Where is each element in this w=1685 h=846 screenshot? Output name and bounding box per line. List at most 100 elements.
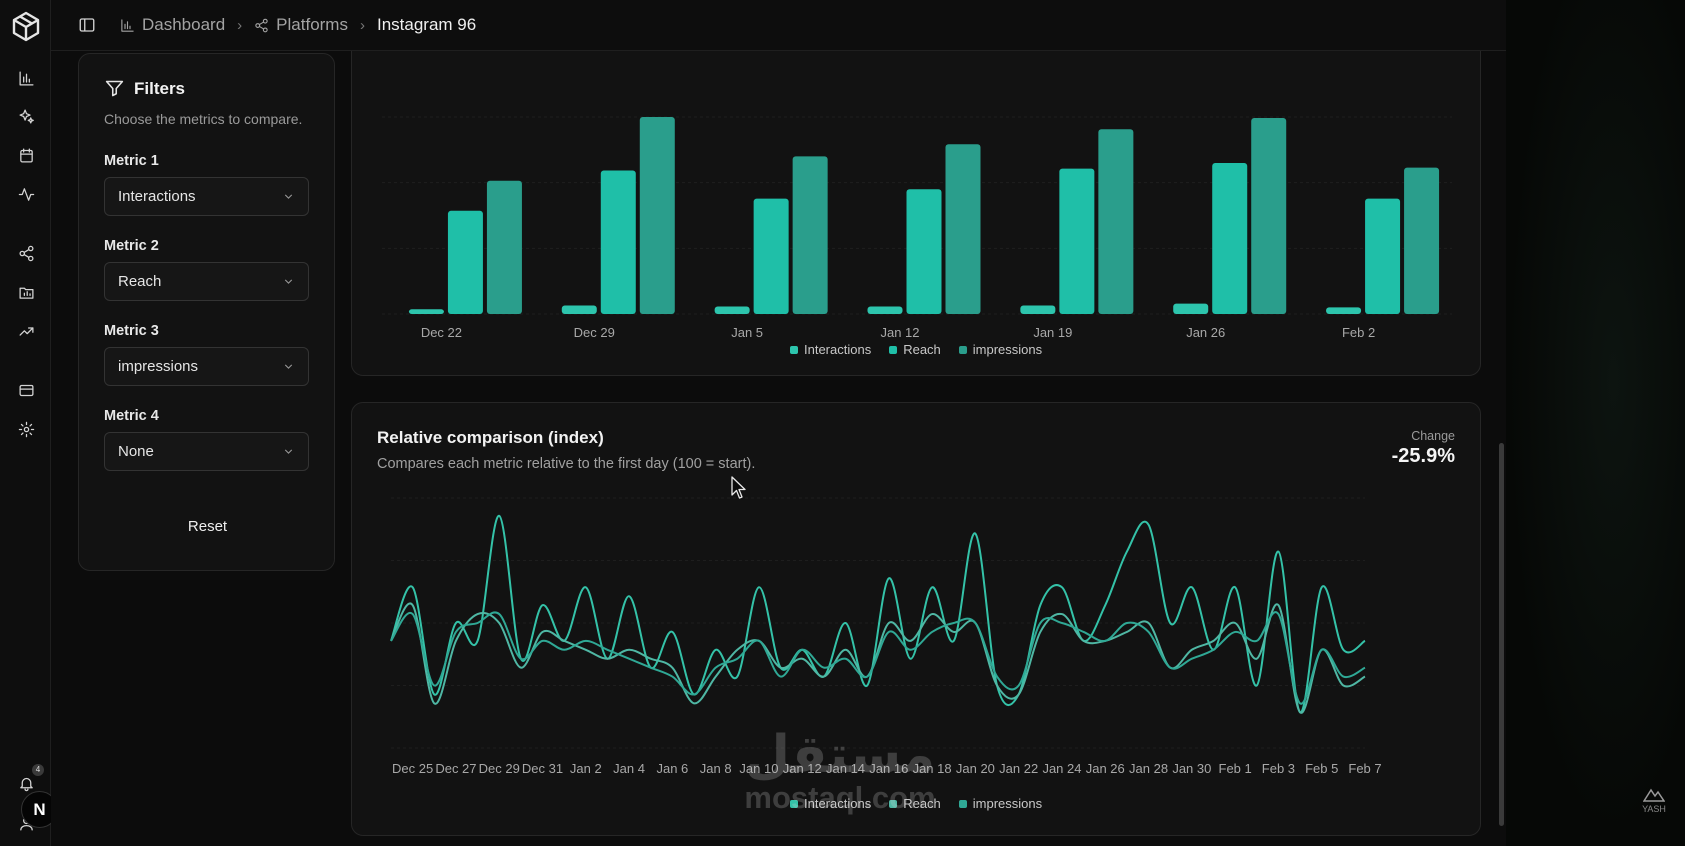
bar-reach-feb-2[interactable] bbox=[1365, 198, 1401, 314]
top-bar: Dashboard › Platforms › Instagram 96 bbox=[51, 0, 1506, 51]
x-tick-label: Jan 24 bbox=[1042, 761, 1081, 776]
folder-chart-icon[interactable] bbox=[16, 282, 36, 302]
x-tick-label: Jan 12 bbox=[880, 325, 919, 340]
bar-chart-card: Dec 22 Dec 29 Jan 5 Jan 12 Jan 19 Jan 26 Feb 2… bbox=[351, 51, 1481, 376]
change-value: -25.9% bbox=[1391, 445, 1455, 467]
x-tick-label: Jan 10 bbox=[739, 761, 778, 776]
breadcrumb: Dashboard › Platforms › Instagram 96 bbox=[120, 15, 476, 35]
filters-panel: Filters Choose the metrics to compare. M… bbox=[78, 53, 335, 571]
bar-reach-dec-22[interactable] bbox=[447, 210, 483, 314]
chevron-right-icon: › bbox=[359, 16, 365, 34]
bar-chart: Dec 22 Dec 29 Jan 5 Jan 12 Jan 19 Jan 26 Feb 2 bbox=[382, 116, 1452, 340]
metric-4-value: None bbox=[118, 443, 154, 460]
breadcrumb-dashboard[interactable]: Dashboard bbox=[120, 15, 225, 35]
legend-item-impressions[interactable]: impressions bbox=[958, 796, 1043, 811]
metric-3-label: Metric 3 bbox=[104, 323, 159, 339]
bar-reach-jan-5[interactable] bbox=[753, 198, 789, 314]
activity-icon[interactable] bbox=[16, 184, 36, 204]
index-chart-title: Relative comparison (index) bbox=[377, 428, 604, 447]
bar-impressions-jan-26[interactable] bbox=[1251, 117, 1287, 314]
x-tick-label: Feb 7 bbox=[1348, 761, 1381, 776]
reset-button[interactable]: Reset bbox=[187, 518, 228, 535]
legend-label: Interactions bbox=[804, 796, 872, 811]
x-tick-label: Feb 5 bbox=[1305, 761, 1338, 776]
icon-rail: 4 N bbox=[0, 0, 58, 846]
bar-reach-jan-12[interactable] bbox=[906, 189, 942, 314]
chevron-down-icon bbox=[284, 194, 293, 199]
x-tick-label: Jan 28 bbox=[1129, 761, 1168, 776]
metric-1-label: Metric 1 bbox=[104, 153, 159, 169]
bar-impressions-feb-2[interactable] bbox=[1404, 167, 1440, 314]
bar-reach-jan-19[interactable] bbox=[1059, 168, 1095, 314]
bar-interactions-jan-26[interactable] bbox=[1173, 303, 1209, 314]
corner-logo: YASH bbox=[1636, 788, 1672, 818]
bar-reach-dec-29[interactable] bbox=[600, 170, 636, 314]
metric-2-select[interactable]: Reach bbox=[104, 262, 309, 301]
scrollbar[interactable] bbox=[1499, 443, 1504, 826]
x-tick-label: Jan 4 bbox=[613, 761, 645, 776]
metric-3-select[interactable]: impressions bbox=[104, 347, 309, 386]
bar-interactions-feb-2[interactable] bbox=[1326, 307, 1362, 314]
legend-label: impressions bbox=[972, 796, 1043, 811]
x-tick-label: Jan 6 bbox=[656, 761, 688, 776]
legend-item-impressions[interactable]: impressions bbox=[958, 342, 1042, 357]
legend-item-interactions[interactable]: Interactions bbox=[790, 342, 871, 357]
index-chart-card: Relative comparison (index) Compares eac… bbox=[351, 402, 1481, 836]
app-logo-icon[interactable] bbox=[10, 10, 42, 42]
bar-interactions-dec-29[interactable] bbox=[561, 305, 597, 314]
legend-item-reach[interactable]: Reach bbox=[889, 796, 941, 811]
series-line-interactions[interactable] bbox=[390, 514, 1366, 714]
x-tick-label: Dec 27 bbox=[435, 761, 476, 776]
credit-card-icon[interactable] bbox=[16, 380, 36, 400]
series-line-reach[interactable] bbox=[390, 602, 1366, 714]
x-tick-label: Jan 18 bbox=[913, 761, 952, 776]
filter-icon bbox=[105, 80, 124, 97]
legend-item-reach[interactable]: Reach bbox=[889, 342, 941, 357]
legend-swatch bbox=[958, 345, 967, 354]
gear-icon[interactable] bbox=[16, 419, 36, 439]
trending-up-icon[interactable] bbox=[16, 321, 36, 341]
legend-swatch bbox=[889, 799, 898, 808]
bar-interactions-jan-19[interactable] bbox=[1020, 305, 1056, 314]
sidebar-toggle-icon[interactable] bbox=[78, 16, 96, 34]
bar-impressions-jan-5[interactable] bbox=[792, 156, 828, 314]
legend-item-interactions[interactable]: Interactions bbox=[790, 796, 871, 811]
breadcrumb-platforms[interactable]: Platforms bbox=[254, 15, 348, 35]
bar-chart-icon bbox=[121, 18, 134, 32]
x-tick-label: Dec 31 bbox=[522, 761, 563, 776]
calendar-icon[interactable] bbox=[16, 145, 36, 165]
mountain-icon bbox=[1642, 788, 1666, 802]
legend-label: Interactions bbox=[804, 342, 872, 357]
bar-interactions-jan-12[interactable] bbox=[867, 306, 903, 314]
bar-impressions-jan-12[interactable] bbox=[945, 144, 981, 314]
bar-impressions-dec-22[interactable] bbox=[486, 180, 522, 314]
bar-interactions-dec-22[interactable] bbox=[408, 309, 444, 314]
x-tick-label: Jan 14 bbox=[826, 761, 865, 776]
legend-swatch bbox=[790, 345, 798, 354]
x-tick-label: Jan 8 bbox=[700, 761, 732, 776]
bar-reach-jan-26[interactable] bbox=[1212, 162, 1248, 314]
bar-impressions-jan-19[interactable] bbox=[1098, 129, 1134, 314]
bar-impressions-dec-29[interactable] bbox=[639, 117, 675, 314]
metric-1-select[interactable]: Interactions bbox=[104, 177, 309, 216]
sparkles-icon[interactable] bbox=[16, 106, 36, 126]
chevron-down-icon bbox=[284, 279, 293, 284]
index-chart-legend: Interactions Reach impressions bbox=[790, 796, 1042, 811]
x-tick-label: Jan 26 bbox=[1186, 325, 1225, 340]
mouse-cursor-icon bbox=[731, 476, 746, 499]
share-nodes-icon[interactable] bbox=[16, 243, 36, 263]
bar-chart-icon[interactable] bbox=[16, 68, 36, 88]
chevron-down-icon bbox=[284, 364, 293, 369]
series-line-impressions[interactable] bbox=[390, 611, 1366, 705]
breadcrumb-label: Dashboard bbox=[142, 15, 226, 34]
notification-count-badge: 4 bbox=[32, 764, 44, 776]
change-label: Change bbox=[1411, 429, 1455, 443]
x-tick-label: Jan 5 bbox=[731, 325, 763, 340]
bar-chart-legend: Interactions Reach impressions bbox=[790, 342, 1042, 357]
x-tick-label: Jan 2 bbox=[570, 761, 602, 776]
legend-swatch bbox=[790, 799, 798, 808]
bell-icon[interactable] bbox=[16, 773, 36, 793]
legend-swatch bbox=[958, 799, 967, 808]
metric-4-select[interactable]: None bbox=[104, 432, 309, 471]
bar-interactions-jan-5[interactable] bbox=[714, 306, 750, 314]
